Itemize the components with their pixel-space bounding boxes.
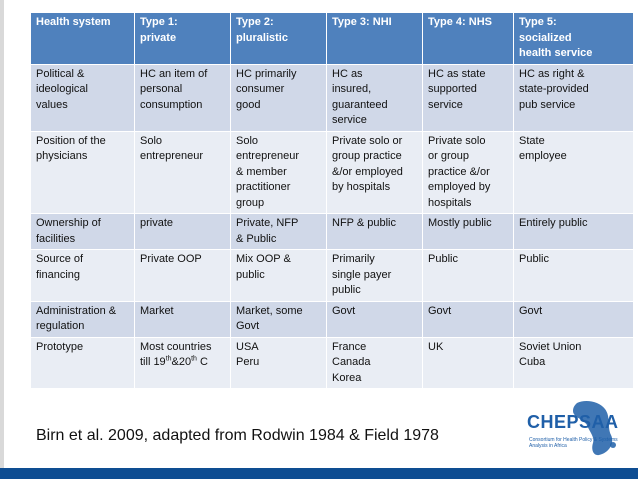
table-cell: HC as right & state-provided pub service <box>513 63 634 132</box>
header-type-1: Type 1: private <box>134 12 231 65</box>
prototype-type-1-suffix: C <box>196 356 208 368</box>
table-cell: Mostly public <box>422 213 514 250</box>
header-type-2: Type 2: pluralistic <box>230 12 327 65</box>
table-cell: Private solo or group practice &/or empl… <box>326 130 423 214</box>
table-cell: HC as state supported service <box>422 63 514 132</box>
table-cell: Primarily single payer public <box>326 249 423 302</box>
table-row: Administration & regulation Market Marke… <box>30 300 634 338</box>
row-label-physicians: Position of the physicians <box>30 130 135 214</box>
table-row: Political & ideological values HC an ite… <box>30 63 634 132</box>
footer-bar <box>0 468 638 479</box>
table-cell: Govt <box>513 300 634 338</box>
table-cell: Private OOP <box>134 249 231 302</box>
table-row: Position of the physicians Solo entrepre… <box>30 130 634 214</box>
row-label-prototype: Prototype <box>30 336 135 389</box>
table-cell: UK <box>422 336 514 389</box>
table-cell: Public <box>513 249 634 302</box>
table-cell: Soviet Union Cuba <box>513 336 634 389</box>
table-cell: State employee <box>513 130 634 214</box>
table-header-row: Health system Type 1: private Type 2: pl… <box>30 12 634 65</box>
prototype-type-1-prefix: till 19 <box>140 356 166 368</box>
table-cell: Govt <box>422 300 514 338</box>
prototype-type-1-mid: &20 <box>171 356 192 368</box>
table-cell: Public <box>422 249 514 302</box>
table-cell: NFP & public <box>326 213 423 250</box>
table-cell: Market <box>134 300 231 338</box>
row-label-political-values: Political & ideological values <box>30 63 135 132</box>
superscript-th: th <box>191 355 197 363</box>
table-cell: Solo entrepreneur & member practitioner … <box>230 130 327 214</box>
table-cell: private <box>134 213 231 250</box>
logo-tagline: Consortium for Health Policy & Systems A… <box>529 437 618 449</box>
table-cell: Govt <box>326 300 423 338</box>
table-cell: Market, some Govt <box>230 300 327 338</box>
header-type-4: Type 4: NHS <box>422 12 514 65</box>
table-row: Ownership of facilities private Private,… <box>30 213 634 250</box>
table-cell: Private, NFP & Public <box>230 213 327 250</box>
row-label-administration: Administration & regulation <box>30 300 135 338</box>
chepsaa-logo-icon <box>573 401 616 456</box>
logo-name: CHEPSAA <box>527 412 619 432</box>
row-label-ownership: Ownership of facilities <box>30 213 135 250</box>
left-edge-bar <box>0 0 4 479</box>
table-cell: HC an item of personal consumption <box>134 63 231 132</box>
prototype-type-1-line1: Most countries <box>140 340 212 353</box>
citation-text: Birn et al. 2009, adapted from Rodwin 19… <box>36 427 439 444</box>
table-cell: Mix OOP & public <box>230 249 327 302</box>
table-cell: USA Peru <box>230 336 327 389</box>
header-type-3: Type 3: NHI <box>326 12 423 65</box>
table-cell: Solo entrepreneur <box>134 130 231 214</box>
table-cell: HC primarily consumer good <box>230 63 327 132</box>
superscript-th: th <box>165 355 172 363</box>
table-cell: Private solo or group practice &/or empl… <box>422 130 514 214</box>
row-label-financing: Source of financing <box>30 249 135 302</box>
header-type-5: Type 5: socialized health service <box>513 12 634 65</box>
header-health-system: Health system <box>30 12 135 65</box>
health-systems-table: Health system Type 1: private Type 2: pl… <box>30 12 634 389</box>
table-cell: Entirely public <box>513 213 634 250</box>
table-row: Prototype Most countries till 19th&20th … <box>30 336 634 389</box>
table-row: Source of financing Private OOP Mix OOP … <box>30 249 634 302</box>
table-cell: France Canada Korea <box>326 336 423 389</box>
table-cell: HC as insured, guaranteed service <box>326 63 423 132</box>
table-cell-prototype-type-1: Most countries till 19th&20th C <box>134 336 231 389</box>
